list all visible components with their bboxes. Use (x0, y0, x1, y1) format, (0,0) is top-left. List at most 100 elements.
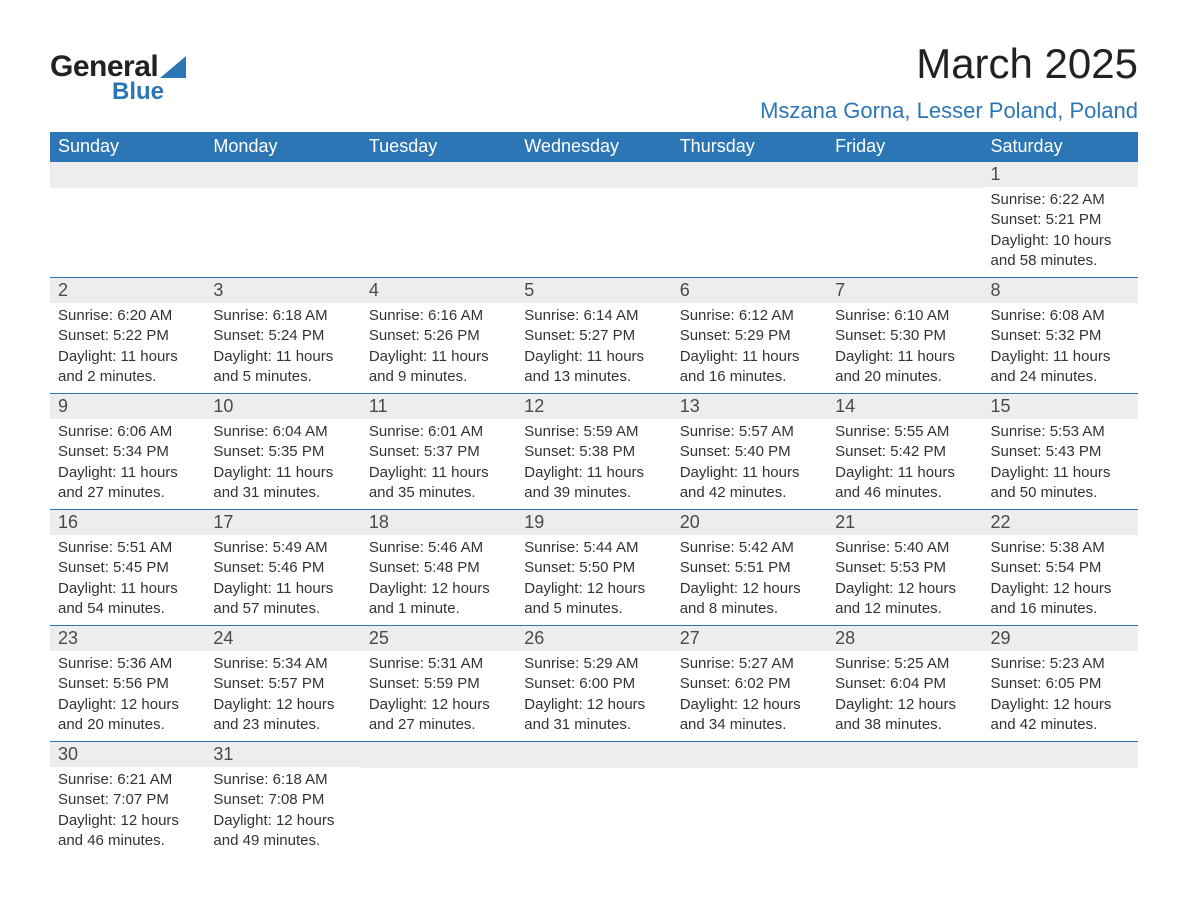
day-number: 24 (205, 626, 360, 651)
daylight-text: Daylight: 12 hours and 12 minutes. (835, 579, 974, 620)
sunrise-text: Sunrise: 5:40 AM (835, 538, 974, 558)
daylight-text: Daylight: 12 hours and 27 minutes. (369, 695, 508, 736)
day-number (516, 162, 671, 188)
day-details: Sunrise: 5:57 AMSunset: 5:40 PMDaylight:… (672, 419, 827, 509)
sunrise-text: Sunrise: 5:31 AM (369, 654, 508, 674)
daylight-text: Daylight: 12 hours and 46 minutes. (58, 811, 197, 852)
daylight-text: Daylight: 12 hours and 31 minutes. (524, 695, 663, 736)
day-details: Sunrise: 6:18 AMSunset: 7:08 PMDaylight:… (205, 767, 360, 857)
day-details (827, 188, 982, 228)
sunset-text: Sunset: 5:34 PM (58, 442, 197, 462)
sunrise-text: Sunrise: 5:34 AM (213, 654, 352, 674)
day-details: Sunrise: 6:20 AMSunset: 5:22 PMDaylight:… (50, 303, 205, 393)
calendar-cell (672, 742, 827, 858)
sunrise-text: Sunrise: 6:22 AM (991, 190, 1130, 210)
daylight-text: Daylight: 12 hours and 42 minutes. (991, 695, 1130, 736)
day-details: Sunrise: 5:44 AMSunset: 5:50 PMDaylight:… (516, 535, 671, 625)
daylight-text: Daylight: 12 hours and 49 minutes. (213, 811, 352, 852)
day-number: 3 (205, 278, 360, 303)
sunset-text: Sunset: 5:26 PM (369, 326, 508, 346)
sunrise-text: Sunrise: 6:21 AM (58, 770, 197, 790)
sunset-text: Sunset: 5:42 PM (835, 442, 974, 462)
day-number: 2 (50, 278, 205, 303)
calendar-cell: 21Sunrise: 5:40 AMSunset: 5:53 PMDayligh… (827, 510, 982, 626)
calendar-cell: 25Sunrise: 5:31 AMSunset: 5:59 PMDayligh… (361, 626, 516, 742)
sunset-text: Sunset: 6:00 PM (524, 674, 663, 694)
calendar-cell (827, 742, 982, 858)
day-number: 20 (672, 510, 827, 535)
day-details: Sunrise: 6:14 AMSunset: 5:27 PMDaylight:… (516, 303, 671, 393)
calendar-cell: 20Sunrise: 5:42 AMSunset: 5:51 PMDayligh… (672, 510, 827, 626)
calendar-cell: 31Sunrise: 6:18 AMSunset: 7:08 PMDayligh… (205, 742, 360, 858)
day-details (516, 768, 671, 808)
sunrise-text: Sunrise: 6:18 AM (213, 306, 352, 326)
calendar-cell: 28Sunrise: 5:25 AMSunset: 6:04 PMDayligh… (827, 626, 982, 742)
calendar-cell: 12Sunrise: 5:59 AMSunset: 5:38 PMDayligh… (516, 394, 671, 510)
sunset-text: Sunset: 5:46 PM (213, 558, 352, 578)
daylight-text: Daylight: 12 hours and 23 minutes. (213, 695, 352, 736)
calendar-cell: 6Sunrise: 6:12 AMSunset: 5:29 PMDaylight… (672, 278, 827, 394)
day-details (50, 188, 205, 228)
day-number: 15 (983, 394, 1138, 419)
sunset-text: Sunset: 5:57 PM (213, 674, 352, 694)
sunrise-text: Sunrise: 5:42 AM (680, 538, 819, 558)
sunset-text: Sunset: 5:32 PM (991, 326, 1130, 346)
day-details: Sunrise: 5:25 AMSunset: 6:04 PMDaylight:… (827, 651, 982, 741)
calendar-cell: 11Sunrise: 6:01 AMSunset: 5:37 PMDayligh… (361, 394, 516, 510)
day-number: 22 (983, 510, 1138, 535)
calendar-cell (516, 742, 671, 858)
sunset-text: Sunset: 5:54 PM (991, 558, 1130, 578)
day-number: 19 (516, 510, 671, 535)
col-sunday: Sunday (50, 132, 205, 162)
day-details: Sunrise: 5:34 AMSunset: 5:57 PMDaylight:… (205, 651, 360, 741)
daylight-text: Daylight: 11 hours and 50 minutes. (991, 463, 1130, 504)
day-details: Sunrise: 6:10 AMSunset: 5:30 PMDaylight:… (827, 303, 982, 393)
daylight-text: Daylight: 11 hours and 35 minutes. (369, 463, 508, 504)
calendar-table: Sunday Monday Tuesday Wednesday Thursday… (50, 132, 1138, 857)
col-tuesday: Tuesday (361, 132, 516, 162)
calendar-cell: 26Sunrise: 5:29 AMSunset: 6:00 PMDayligh… (516, 626, 671, 742)
day-details (983, 768, 1138, 808)
sunrise-text: Sunrise: 6:06 AM (58, 422, 197, 442)
day-number: 16 (50, 510, 205, 535)
calendar-cell (361, 742, 516, 858)
day-details: Sunrise: 5:27 AMSunset: 6:02 PMDaylight:… (672, 651, 827, 741)
col-monday: Monday (205, 132, 360, 162)
day-number: 8 (983, 278, 1138, 303)
day-details: Sunrise: 6:16 AMSunset: 5:26 PMDaylight:… (361, 303, 516, 393)
location-subtitle: Mszana Gorna, Lesser Poland, Poland (760, 98, 1138, 124)
logo-word-2: Blue (112, 78, 186, 106)
sunset-text: Sunset: 5:30 PM (835, 326, 974, 346)
day-details (672, 188, 827, 228)
sunset-text: Sunset: 5:48 PM (369, 558, 508, 578)
calendar-cell (205, 162, 360, 278)
daylight-text: Daylight: 11 hours and 57 minutes. (213, 579, 352, 620)
calendar-cell: 10Sunrise: 6:04 AMSunset: 5:35 PMDayligh… (205, 394, 360, 510)
day-number: 14 (827, 394, 982, 419)
col-thursday: Thursday (672, 132, 827, 162)
sunset-text: Sunset: 5:59 PM (369, 674, 508, 694)
sunrise-text: Sunrise: 5:29 AM (524, 654, 663, 674)
sunset-text: Sunset: 5:51 PM (680, 558, 819, 578)
calendar-cell: 4Sunrise: 6:16 AMSunset: 5:26 PMDaylight… (361, 278, 516, 394)
day-number: 21 (827, 510, 982, 535)
day-details: Sunrise: 5:23 AMSunset: 6:05 PMDaylight:… (983, 651, 1138, 741)
calendar-cell: 7Sunrise: 6:10 AMSunset: 5:30 PMDaylight… (827, 278, 982, 394)
title-block: March 2025 Mszana Gorna, Lesser Poland, … (760, 40, 1138, 124)
day-number: 28 (827, 626, 982, 651)
day-details (361, 768, 516, 808)
calendar-cell: 5Sunrise: 6:14 AMSunset: 5:27 PMDaylight… (516, 278, 671, 394)
calendar-body: 1Sunrise: 6:22 AMSunset: 5:21 PMDaylight… (50, 162, 1138, 858)
day-number: 11 (361, 394, 516, 419)
daylight-text: Daylight: 11 hours and 9 minutes. (369, 347, 508, 388)
calendar-cell: 18Sunrise: 5:46 AMSunset: 5:48 PMDayligh… (361, 510, 516, 626)
calendar-header-row: Sunday Monday Tuesday Wednesday Thursday… (50, 132, 1138, 162)
sunrise-text: Sunrise: 5:38 AM (991, 538, 1130, 558)
day-details: Sunrise: 5:53 AMSunset: 5:43 PMDaylight:… (983, 419, 1138, 509)
sunset-text: Sunset: 5:37 PM (369, 442, 508, 462)
day-number: 29 (983, 626, 1138, 651)
daylight-text: Daylight: 12 hours and 16 minutes. (991, 579, 1130, 620)
sunset-text: Sunset: 6:05 PM (991, 674, 1130, 694)
calendar-week-row: 2Sunrise: 6:20 AMSunset: 5:22 PMDaylight… (50, 278, 1138, 394)
sunrise-text: Sunrise: 5:27 AM (680, 654, 819, 674)
